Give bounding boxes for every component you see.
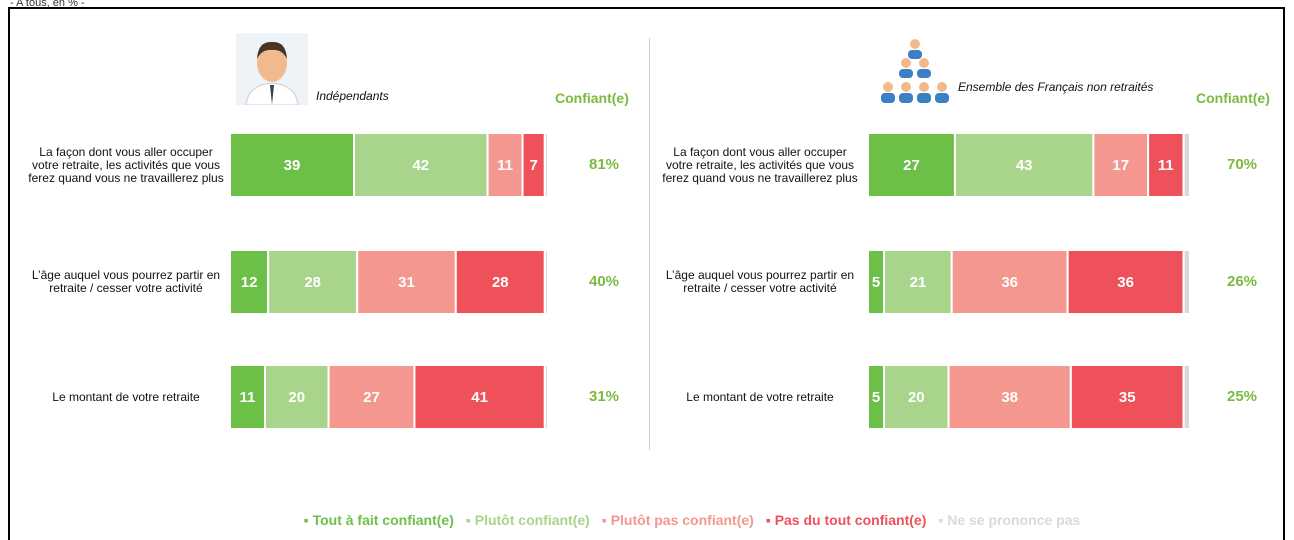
bar-value-label: 42 — [412, 157, 429, 174]
bar-segment — [953, 132, 1095, 198]
bar-segment — [1147, 132, 1185, 198]
bar-value-label: 28 — [304, 274, 321, 291]
category-label: Le montant de votre retraite — [52, 389, 200, 404]
legend-item: ▪ Ne se prononce pas — [938, 512, 1080, 528]
person-icon — [236, 33, 308, 105]
legend: ▪ Tout à fait confiant(e) ▪ Plutôt confia… — [0, 512, 1294, 528]
bar-segment — [229, 132, 356, 198]
bar-value-label: 21 — [910, 274, 927, 291]
total-label: 25% — [1226, 388, 1258, 405]
legend-marker: ▪ — [938, 512, 948, 528]
bar-value-label: 11 — [1158, 157, 1174, 174]
bar-segment — [543, 132, 550, 198]
bar-segment — [947, 364, 1072, 430]
bar-segment — [267, 249, 359, 315]
chart-title: Indépendants — [316, 89, 389, 103]
category-label: L’âge auquel vous pourrez partir en retr… — [31, 268, 221, 295]
bar-value-label: 7 — [530, 157, 538, 174]
bar-value-label: 36 — [1001, 274, 1018, 291]
bar-segment — [1182, 249, 1192, 315]
bar-segment — [353, 132, 489, 198]
bar-segment — [413, 364, 546, 430]
bar-value-label: 28 — [492, 274, 509, 291]
chart-title: Ensemble des Français non retraités — [958, 80, 1154, 94]
total-label: 81% — [588, 156, 620, 173]
bar-value-label: 5 — [872, 274, 880, 291]
bar-value-label: 20 — [288, 389, 305, 406]
bar-segment — [1182, 132, 1192, 198]
bar-value-label: 43 — [1016, 157, 1033, 174]
bar-value-label: 11 — [240, 389, 256, 406]
header: - A tous, en % - — [10, 0, 85, 9]
bar-value-label: 35 — [1119, 389, 1136, 406]
total-label: 26% — [1226, 273, 1258, 290]
group-icon — [881, 39, 949, 103]
bar-segment — [229, 364, 266, 430]
total-label: 31% — [588, 388, 620, 405]
legend-text: Ne se prononce pas — [947, 512, 1081, 528]
category-label: L’âge auquel vous pourrez partir en retr… — [665, 268, 855, 295]
bar-segment — [229, 249, 270, 315]
bar-segment — [543, 249, 550, 315]
legend-item: ▪ Plutôt confiant(e) — [466, 512, 590, 528]
legend-text: Tout à fait confiant(e) — [312, 512, 454, 528]
legend-marker: ▪ — [465, 512, 475, 528]
bar-value-label: 17 — [1112, 157, 1129, 174]
legend-marker: ▪ — [765, 512, 775, 528]
total-label: 70% — [1226, 156, 1258, 173]
category-label: La façon dont vous aller occuper votre r… — [28, 144, 224, 185]
category-label: Le montant de votre retraite — [686, 389, 834, 404]
bar-value-label: 38 — [1001, 389, 1018, 406]
bar-segment — [1066, 249, 1185, 315]
bar-segment — [543, 364, 550, 430]
totals-header: Confiant(e) — [1196, 90, 1270, 106]
bar-value-label: 39 — [284, 157, 301, 174]
legend-item: ▪ Tout à fait confiant(e) — [304, 512, 454, 528]
bar-segment — [950, 249, 1069, 315]
legend-text: Plutôt confiant(e) — [474, 512, 590, 528]
legend-item: ▪ Plutôt pas confiant(e) — [602, 512, 754, 528]
totals-header: Confiant(e) — [555, 90, 629, 106]
total-label: 40% — [588, 273, 620, 290]
bar-value-label: 31 — [398, 274, 415, 291]
bar-value-label: 12 — [241, 274, 258, 291]
bar-segment — [1182, 364, 1192, 430]
frame — [8, 7, 1285, 540]
bar-segment — [263, 364, 330, 430]
category-label: La façon dont vous aller occuper votre r… — [662, 144, 858, 185]
bar-segment — [1092, 132, 1150, 198]
bar-value-label: 20 — [908, 389, 925, 406]
bar-segment — [1069, 364, 1185, 430]
bar-value-label: 11 — [497, 157, 513, 174]
legend-marker: ▪ — [601, 512, 611, 528]
bar-value-label: 5 — [872, 389, 880, 406]
bar-value-label: 27 — [903, 157, 920, 174]
bar-value-label: 27 — [363, 389, 380, 406]
bar-value-label: 36 — [1117, 274, 1134, 291]
legend-text: Plutôt pas confiant(e) — [610, 512, 754, 528]
bar-value-label: 41 — [471, 389, 488, 406]
legend-text: Pas du tout confiant(e) — [774, 512, 927, 528]
bar-segment — [883, 364, 950, 430]
legend-item: ▪ Pas du tout confiant(e) — [766, 512, 927, 528]
bar-segment — [454, 249, 546, 315]
divider — [649, 38, 650, 450]
legend-marker: ▪ — [303, 512, 313, 528]
